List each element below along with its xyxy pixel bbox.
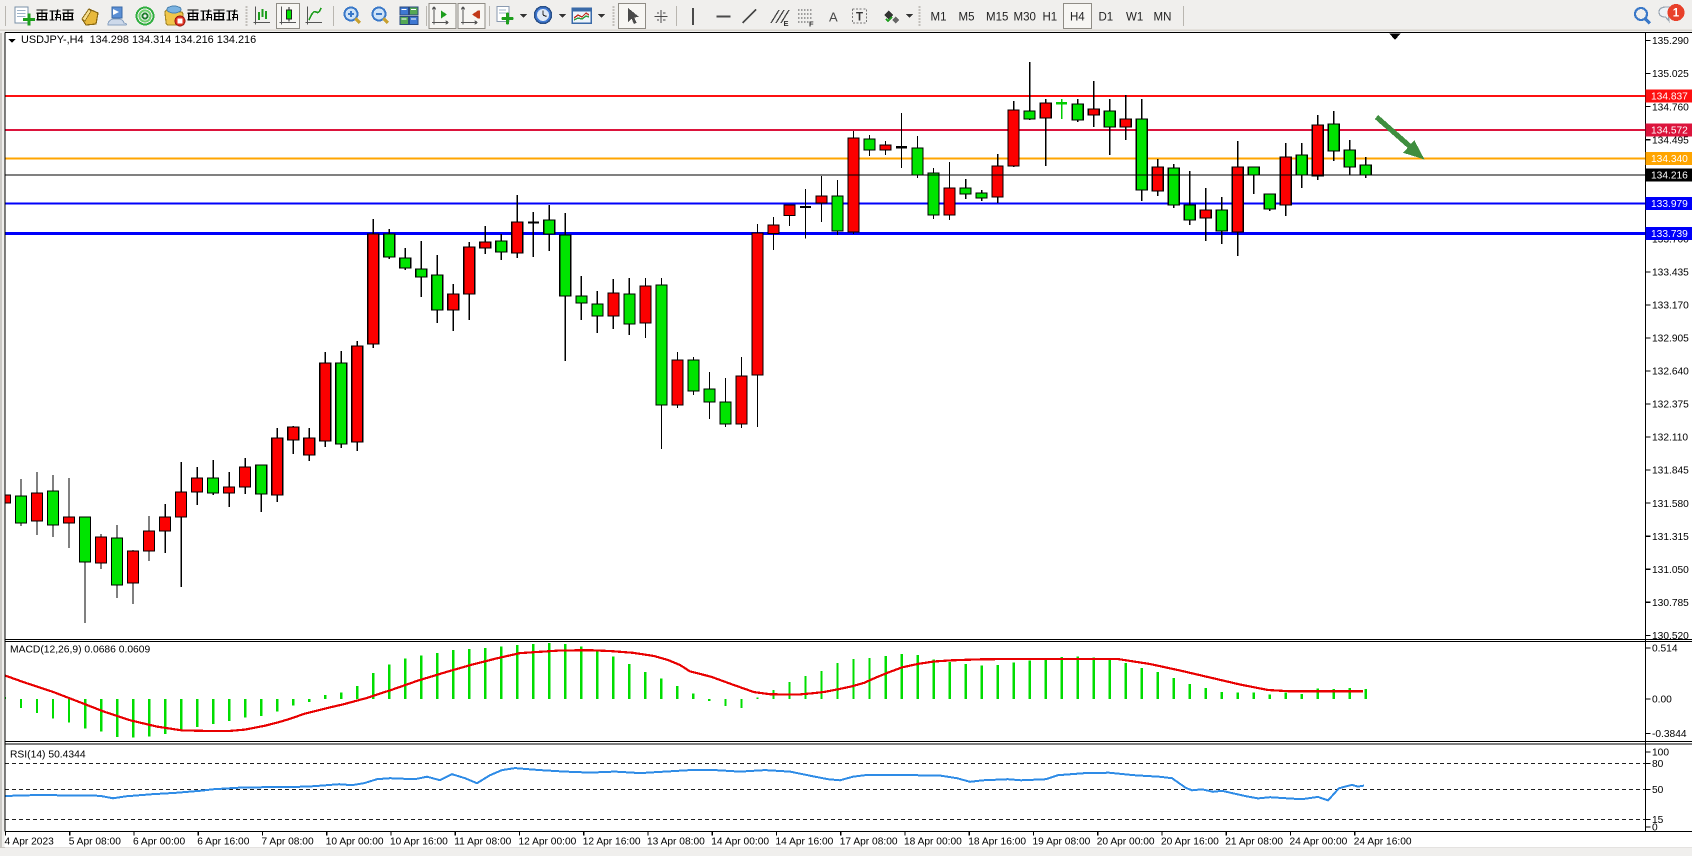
svg-text:50: 50 [1652, 785, 1664, 796]
svg-text:W1: W1 [1126, 12, 1143, 24]
svg-text:1: 1 [1673, 8, 1680, 20]
svg-text:134.760: 134.760 [1652, 102, 1689, 113]
svg-text:134.340: 134.340 [1651, 154, 1688, 165]
svg-text:132.110: 132.110 [1652, 433, 1688, 444]
svg-text:134.572: 134.572 [1651, 126, 1688, 137]
svg-text:6 Apr 16:00: 6 Apr 16:00 [197, 837, 249, 848]
svg-text:T: T [856, 12, 863, 24]
svg-text:10 Apr 16:00: 10 Apr 16:00 [390, 837, 448, 848]
svg-text:132.905: 132.905 [1652, 334, 1689, 345]
svg-text:12 Apr 00:00: 12 Apr 00:00 [519, 837, 577, 848]
svg-text:0: 0 [1652, 823, 1658, 834]
svg-text:M1: M1 [931, 12, 947, 24]
svg-text:14 Apr 00:00: 14 Apr 00:00 [711, 837, 769, 848]
svg-text:M5: M5 [959, 12, 975, 24]
svg-text:133.170: 133.170 [1652, 301, 1689, 312]
svg-text:USDJPY-,H4 134.298 134.314 13: USDJPY-,H4 134.298 134.314 134.216 134.2… [21, 34, 256, 46]
svg-text:134.216: 134.216 [1651, 171, 1688, 182]
svg-text:134.837: 134.837 [1651, 92, 1688, 103]
svg-text:6 Apr 00:00: 6 Apr 00:00 [133, 837, 185, 848]
svg-text:0.00: 0.00 [1652, 695, 1672, 706]
svg-text:20 Apr 16:00: 20 Apr 16:00 [1161, 837, 1219, 848]
svg-text:134.495: 134.495 [1652, 135, 1689, 146]
svg-text:18 Apr 16:00: 18 Apr 16:00 [968, 837, 1026, 848]
svg-text:17 Apr 08:00: 17 Apr 08:00 [840, 837, 898, 848]
svg-text:130.520: 130.520 [1652, 631, 1689, 642]
svg-text:133.435: 133.435 [1652, 267, 1689, 278]
svg-text:-0.3844: -0.3844 [1652, 729, 1687, 740]
svg-text:21 Apr 08:00: 21 Apr 08:00 [1225, 837, 1283, 848]
svg-text:130.785: 130.785 [1652, 598, 1689, 609]
svg-text:131.050: 131.050 [1652, 565, 1689, 576]
svg-text:A: A [829, 10, 838, 25]
svg-text:80: 80 [1652, 759, 1664, 770]
svg-text:14 Apr 16:00: 14 Apr 16:00 [776, 837, 834, 848]
svg-text:100: 100 [1652, 748, 1669, 759]
svg-text:20 Apr 00:00: 20 Apr 00:00 [1097, 837, 1155, 848]
svg-text:10 Apr 00:00: 10 Apr 00:00 [326, 837, 384, 848]
svg-text:D1: D1 [1099, 12, 1114, 24]
svg-text:19 Apr 08:00: 19 Apr 08:00 [1033, 837, 1091, 848]
svg-text:5 Apr 08:00: 5 Apr 08:00 [69, 837, 121, 848]
svg-text:24 Apr 16:00: 24 Apr 16:00 [1354, 837, 1412, 848]
svg-text:RSI(14) 50.4344: RSI(14) 50.4344 [10, 750, 86, 761]
svg-text:131.845: 131.845 [1652, 466, 1689, 477]
svg-text:11 Apr 08:00: 11 Apr 08:00 [454, 837, 511, 848]
svg-text:133.739: 133.739 [1651, 229, 1688, 240]
svg-text:135.290: 135.290 [1652, 36, 1689, 47]
svg-text:7 Apr 08:00: 7 Apr 08:00 [262, 837, 314, 848]
svg-text:M30: M30 [1014, 12, 1036, 24]
svg-text:13 Apr 08:00: 13 Apr 08:00 [647, 837, 705, 848]
svg-text:0.514: 0.514 [1652, 644, 1678, 655]
svg-text:H4: H4 [1070, 12, 1085, 24]
svg-text:15: 15 [1652, 815, 1664, 826]
svg-text:M15: M15 [986, 12, 1008, 24]
svg-text:135.025: 135.025 [1652, 69, 1689, 80]
svg-text:131.315: 131.315 [1652, 532, 1689, 543]
svg-text:MACD(12,26,9) 0.0686 0.0609: MACD(12,26,9) 0.0686 0.0609 [10, 645, 151, 656]
svg-text:24 Apr 00:00: 24 Apr 00:00 [1290, 837, 1348, 848]
svg-text:4 Apr 2023: 4 Apr 2023 [5, 837, 55, 848]
svg-text:131.580: 131.580 [1652, 499, 1689, 510]
svg-text:MN: MN [1154, 12, 1172, 24]
svg-text:E: E [784, 19, 789, 28]
svg-text:132.640: 132.640 [1652, 367, 1689, 378]
svg-text:18 Apr 00:00: 18 Apr 00:00 [904, 837, 962, 848]
svg-text:12 Apr 16:00: 12 Apr 16:00 [583, 837, 641, 848]
svg-text:H1: H1 [1043, 12, 1058, 24]
svg-text:133.979: 133.979 [1651, 199, 1688, 210]
svg-text:132.375: 132.375 [1652, 400, 1689, 411]
svg-text:F: F [809, 20, 814, 29]
